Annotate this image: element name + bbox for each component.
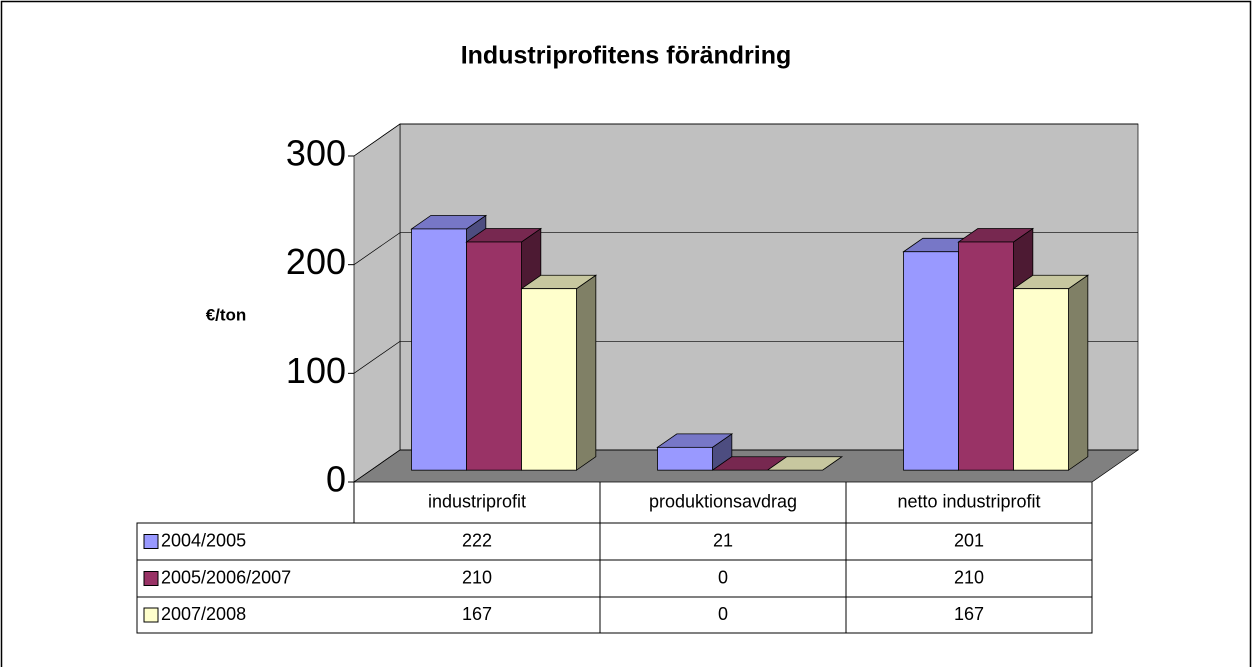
table-header: netto industriprofit [897,491,1040,511]
legend-label: 2004/2005 [161,530,246,550]
side-wall [353,123,401,483]
y-tick-label: 200 [286,241,346,282]
table-cell: 210 [954,567,984,587]
table-row [136,596,1093,634]
bar [521,288,577,471]
bar [411,228,467,471]
bar [958,241,1014,471]
y-axis-label: €/ton [206,305,247,324]
chart-title: Industriprofitens förändring [461,42,792,70]
y-tick-label: 300 [286,133,346,174]
table-header: produktionsavdrag [649,491,797,511]
grid-line [353,340,1138,374]
grid-line [353,449,1138,483]
table-row [136,522,1093,561]
legend-label: 2005/2006/2007 [161,567,291,587]
bar-side [1068,274,1089,471]
grid-line [353,123,1138,157]
table-cell: 222 [462,530,492,550]
legend-swatch [143,534,159,549]
table-cell: 21 [713,530,733,550]
legend-swatch [143,571,159,586]
bar [1013,288,1069,471]
grid-line [353,232,1138,265]
table-cell: 0 [718,567,728,587]
bar-top [766,456,844,471]
table-header: industriprofit [428,491,526,511]
bar [903,251,959,471]
table-cell: 167 [462,604,492,624]
table-cell: 0 [718,604,728,624]
bar [657,446,713,471]
y-tick-label: 100 [286,350,346,391]
table-cell: 167 [954,604,984,624]
legend-swatch [143,607,159,623]
table-cell: 201 [954,530,984,550]
bar [466,241,522,471]
table-cell: 210 [462,567,492,587]
y-tick-label: 0 [326,459,346,500]
legend-label: 2007/2008 [161,604,246,624]
bar-side [576,274,597,471]
